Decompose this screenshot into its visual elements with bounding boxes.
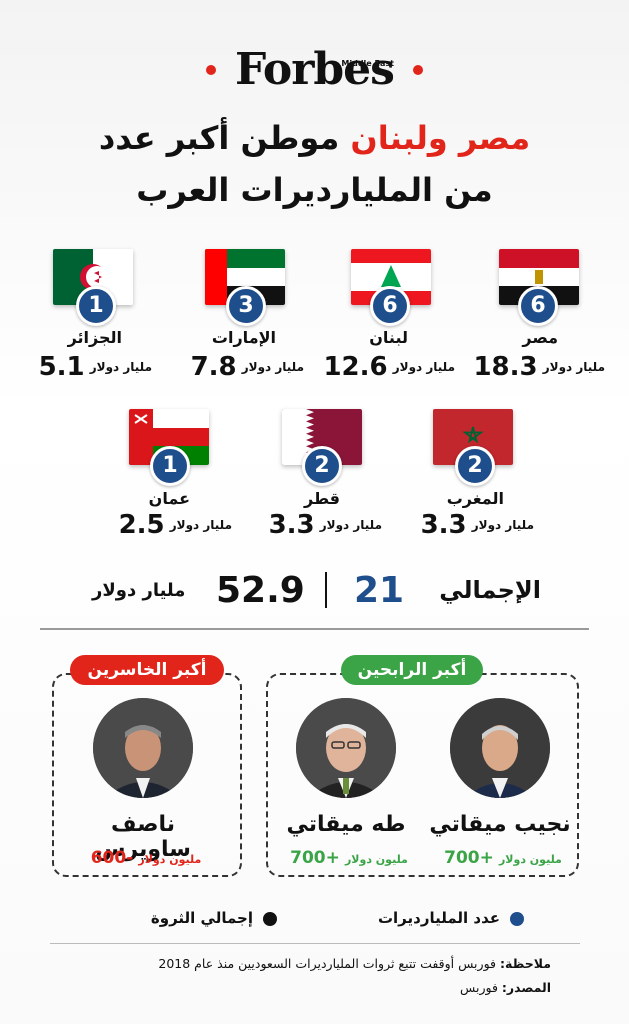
country-name: الجزائر [67, 328, 122, 347]
change-value: +700 [290, 848, 340, 868]
gainers-title: أكبر الرابحين [341, 655, 483, 685]
change-unit: مليون دولار [498, 853, 562, 866]
avatar [296, 698, 396, 798]
wealth-value: 18.3 [473, 352, 538, 382]
wealth-value: 12.6 [323, 352, 388, 382]
algeria-flag-icon [53, 249, 133, 305]
count-badge: 2 [302, 446, 342, 486]
footer-note: ملاحظة: فوربس أوقفت تتبع ثروات الملياردي… [31, 956, 551, 971]
country-wealth: مليار دولار 2.5 [32, 510, 232, 540]
country-wealth: مليار دولار 3.3 [334, 510, 534, 540]
country-wealth: مليار دولار 7.8 [104, 352, 304, 382]
legend-wealth: إجمالي الثروة [151, 909, 277, 927]
change-value: -600 [90, 848, 134, 868]
legend-count: عدد المليارديرات [378, 909, 524, 927]
headline-highlight: مصر ولبنان [350, 119, 531, 157]
count-badge: 2 [455, 446, 495, 486]
footer-divider [50, 943, 580, 944]
brand-name: Forbes [235, 44, 395, 95]
legend-count-label: عدد المليارديرات [377, 909, 500, 927]
person-name: نجيب ميقاتي [429, 812, 571, 837]
country-wealth: مليار دولار 12.6 [255, 352, 455, 382]
country-name: لبنان [369, 328, 408, 347]
country-name: المغرب [446, 489, 504, 508]
count-badge: 6 [518, 286, 558, 326]
change-unit: مليون دولار [344, 853, 408, 866]
brand-header: Forbes Middle East [0, 46, 629, 94]
avatar [93, 698, 193, 798]
total-count: 21 [354, 570, 405, 611]
wealth-value: 3.3 [268, 510, 315, 540]
wealth-unit: مليار دولار [89, 360, 152, 374]
wealth-unit: مليار دولار [319, 518, 382, 532]
note-text: فوربس أوقفت تتبع ثروات المليارديرات السع… [158, 956, 497, 971]
country-wealth: مليار دولار 18.3 [405, 352, 605, 382]
change-unit: مليون دولار [138, 853, 202, 866]
total-unit: مليار دولار [92, 580, 186, 601]
person-name: ناصف ساويرس [95, 812, 191, 862]
note-label: ملاحظة: [500, 956, 551, 971]
losers-title: أكبر الخاسرين [70, 655, 224, 685]
headline-line-1: مصر ولبنان موطن أكبر عدد [0, 114, 629, 162]
country-name: قطر [303, 489, 340, 508]
count-badge: 1 [150, 446, 190, 486]
avatar [450, 698, 550, 798]
change-value: +700 [444, 848, 494, 868]
wealth-unit: مليار دولار [542, 360, 605, 374]
person-change: مليون دولار +700 [420, 848, 580, 868]
wealth-value: 3.3 [420, 510, 467, 540]
country-name: الإمارات [211, 328, 276, 347]
wealth-unit: مليار دولار [169, 518, 232, 532]
red-dot-icon [205, 65, 216, 75]
wealth-unit: مليار دولار [241, 360, 304, 374]
person-change: مليون دولار -600 [63, 848, 223, 868]
wealth-unit: مليار دولار [392, 360, 455, 374]
count-badge: 6 [370, 286, 410, 326]
person-change: مليون دولار +700 [266, 848, 426, 868]
blue-dot-icon [510, 911, 524, 926]
headline-line-2: من المليارديرات العرب [136, 171, 493, 209]
wealth-value: 7.8 [190, 352, 237, 382]
section-divider [40, 628, 589, 630]
country-wealth: مليار دولار 3.3 [182, 510, 382, 540]
count-badge: 1 [76, 286, 116, 326]
footer-source: المصدر: فوربس [31, 980, 551, 995]
red-dot-icon [413, 65, 424, 75]
wealth-unit: مليار دولار [471, 518, 534, 532]
total-label: الإجمالي [439, 576, 541, 604]
country-name: مصر [522, 328, 558, 347]
country-wealth: مليار دولار 5.1 [0, 352, 152, 382]
black-dot-icon [263, 911, 277, 926]
headline-rest: موطن أكبر عدد [98, 119, 340, 157]
country-name: عمان [148, 489, 190, 508]
count-badge: 3 [226, 286, 266, 326]
wealth-value: 5.1 [38, 352, 85, 382]
forbes-logo: Forbes Middle East [235, 44, 395, 95]
total-divider [325, 572, 327, 608]
source-text: فوربس [460, 980, 498, 995]
total-wealth: 52.9 [216, 570, 305, 611]
legend-wealth-label: إجمالي الثروة [150, 909, 253, 927]
person-name: طه ميقاتي [286, 812, 406, 837]
uae-flag-icon [205, 249, 285, 305]
wealth-value: 2.5 [118, 510, 165, 540]
source-label: المصدر: [501, 980, 551, 995]
brand-edition: Middle East [341, 59, 394, 68]
totals-row: الإجمالي 21 52.9 مليار دولار [0, 568, 629, 618]
